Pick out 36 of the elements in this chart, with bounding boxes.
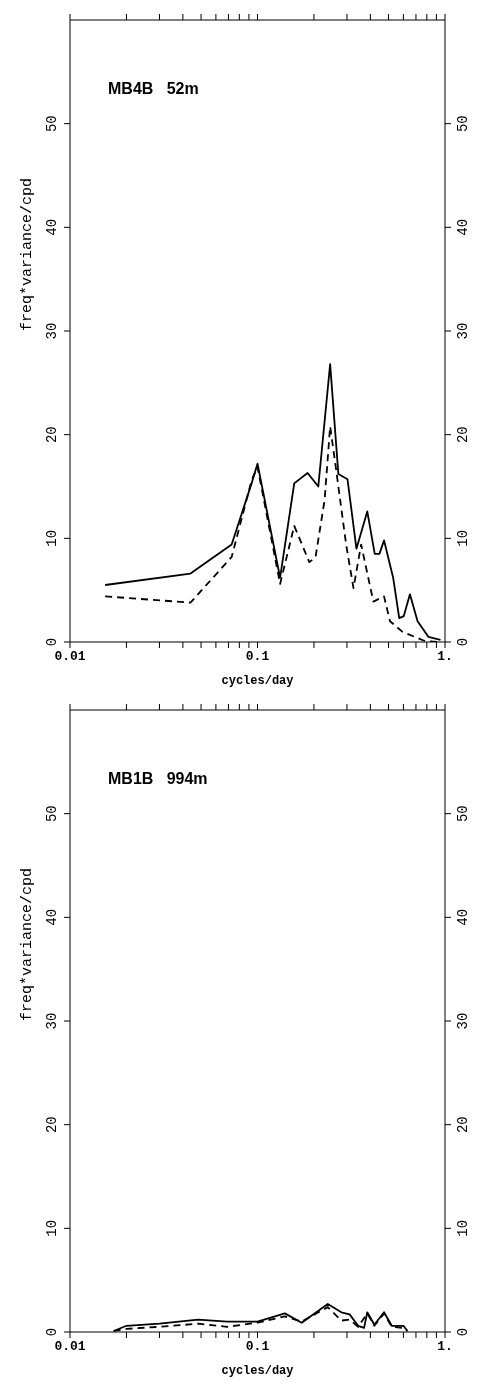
y-tick-label: 40 [44,908,60,926]
annotation: MB4B 52m [108,80,199,98]
y2-tick-label: 20 [455,426,471,444]
y-axis-title: freq*variance/cpd [19,867,37,1021]
x-tick-label: 1. [437,649,453,664]
x-tick-label: 0.01 [54,649,86,664]
y2-tick-label: 20 [455,1116,471,1134]
y-tick-label: 50 [44,115,60,133]
y-tick-label: 10 [44,529,60,547]
y-tick-label: 20 [44,1116,60,1134]
x-axis-title: cycles/day [221,1364,294,1378]
y-tick-label: 40 [44,218,60,236]
y2-tick-label: 30 [455,322,471,340]
x-tick-label: 1. [437,1339,453,1354]
x-tick-label: 0.01 [54,1339,86,1354]
y2-tick-label: 50 [455,115,471,133]
x-axis-title: cycles/day [221,674,294,688]
y-tick-label: 50 [44,805,60,823]
y-tick-label: 30 [44,1012,60,1030]
y-tick-label: 20 [44,426,60,444]
y2-tick-label: 10 [455,529,471,547]
y2-tick-label: 30 [455,1012,471,1030]
y2-tick-label: 10 [455,1219,471,1237]
annotation: MB1B 994m [108,770,208,788]
y2-tick-label: 40 [455,218,471,236]
x-tick-label: 0.1 [245,649,270,664]
y-axis-title: freq*variance/cpd [19,177,37,331]
y2-tick-label: 40 [455,908,471,926]
x-tick-label: 0.1 [245,1339,270,1354]
y-tick-label: 10 [44,1219,60,1237]
y2-tick-label: 0 [455,637,471,647]
y2-tick-label: 50 [455,805,471,823]
y2-tick-label: 0 [455,1327,471,1337]
y-tick-label: 0 [44,1327,60,1337]
y-tick-label: 30 [44,322,60,340]
y-tick-label: 0 [44,637,60,647]
